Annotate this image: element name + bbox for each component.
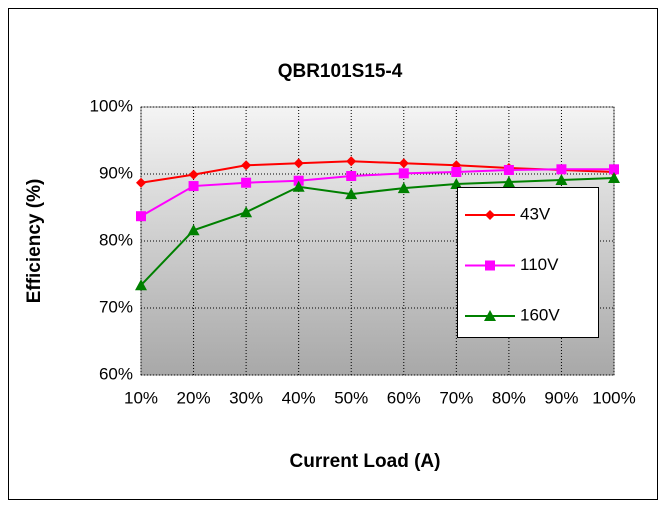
marker	[188, 169, 199, 180]
marker	[502, 176, 515, 188]
x-tick-label: 80%	[492, 388, 526, 407]
legend-box	[457, 187, 599, 338]
x-tick-label: 10%	[124, 388, 158, 407]
x-tick-label: 30%	[229, 388, 263, 407]
y-axis-title: Efficiency (%)	[24, 179, 45, 304]
marker	[450, 178, 463, 190]
marker	[346, 171, 357, 182]
marker	[345, 188, 358, 200]
marker	[608, 172, 620, 184]
marker	[293, 158, 304, 169]
y-tick-label: 80%	[99, 230, 133, 249]
marker	[135, 279, 147, 291]
legend-label: 160V	[520, 305, 560, 324]
marker	[451, 166, 462, 177]
marker	[556, 164, 567, 175]
y-tick-label: 70%	[99, 297, 133, 316]
marker	[484, 310, 496, 321]
marker	[485, 210, 495, 220]
marker	[609, 164, 619, 175]
marker	[503, 164, 514, 175]
marker	[292, 180, 305, 192]
series-line	[140, 168, 614, 218]
x-tick-label: 60%	[387, 388, 421, 407]
legend-label: 43V	[520, 204, 551, 223]
marker	[241, 160, 252, 171]
marker	[346, 156, 357, 167]
marker	[188, 181, 199, 192]
x-tick-label: 20%	[177, 388, 211, 407]
marker	[485, 260, 495, 271]
chart-title: QBR101S15-4	[278, 61, 403, 82]
y-tick-label: 100%	[90, 96, 133, 115]
x-tick-label: 90%	[544, 388, 578, 407]
marker	[555, 174, 568, 186]
marker	[293, 175, 304, 186]
marker	[240, 206, 253, 218]
x-tick-label: 100%	[592, 388, 635, 407]
marker	[397, 182, 410, 194]
marker	[136, 211, 146, 222]
y-tick-label: 60%	[99, 364, 133, 383]
series-line	[140, 177, 615, 286]
marker	[187, 224, 200, 236]
x-tick-label: 50%	[334, 388, 368, 407]
x-tick-label: 70%	[439, 388, 473, 407]
x-axis-title: Current Load (A)	[290, 451, 441, 472]
marker	[136, 177, 146, 188]
legend-label: 110V	[520, 255, 559, 274]
x-tick-label: 40%	[282, 388, 316, 407]
y-tick-label: 90%	[99, 163, 133, 182]
marker	[398, 158, 409, 169]
marker	[241, 177, 252, 188]
marker	[398, 168, 409, 179]
